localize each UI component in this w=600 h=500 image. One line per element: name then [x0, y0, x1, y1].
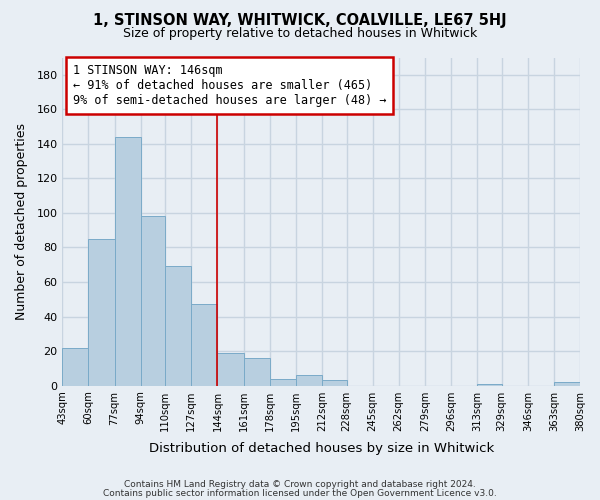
- Text: Size of property relative to detached houses in Whitwick: Size of property relative to detached ho…: [123, 28, 477, 40]
- Text: 1, STINSON WAY, WHITWICK, COALVILLE, LE67 5HJ: 1, STINSON WAY, WHITWICK, COALVILLE, LE6…: [93, 12, 507, 28]
- Bar: [165, 266, 191, 386]
- Bar: [477, 384, 502, 386]
- Bar: [62, 348, 88, 386]
- Bar: [191, 304, 217, 386]
- Bar: [322, 380, 347, 386]
- Bar: [296, 376, 322, 386]
- Bar: [88, 239, 115, 386]
- Bar: [140, 216, 165, 386]
- Bar: [554, 382, 580, 386]
- Y-axis label: Number of detached properties: Number of detached properties: [15, 123, 28, 320]
- Bar: [244, 358, 269, 386]
- Bar: [269, 378, 296, 386]
- X-axis label: Distribution of detached houses by size in Whitwick: Distribution of detached houses by size …: [149, 442, 494, 455]
- Text: Contains HM Land Registry data © Crown copyright and database right 2024.: Contains HM Land Registry data © Crown c…: [124, 480, 476, 489]
- Bar: [217, 353, 244, 386]
- Bar: [115, 137, 140, 386]
- Text: Contains public sector information licensed under the Open Government Licence v3: Contains public sector information licen…: [103, 488, 497, 498]
- Text: 1 STINSON WAY: 146sqm
← 91% of detached houses are smaller (465)
9% of semi-deta: 1 STINSON WAY: 146sqm ← 91% of detached …: [73, 64, 386, 107]
